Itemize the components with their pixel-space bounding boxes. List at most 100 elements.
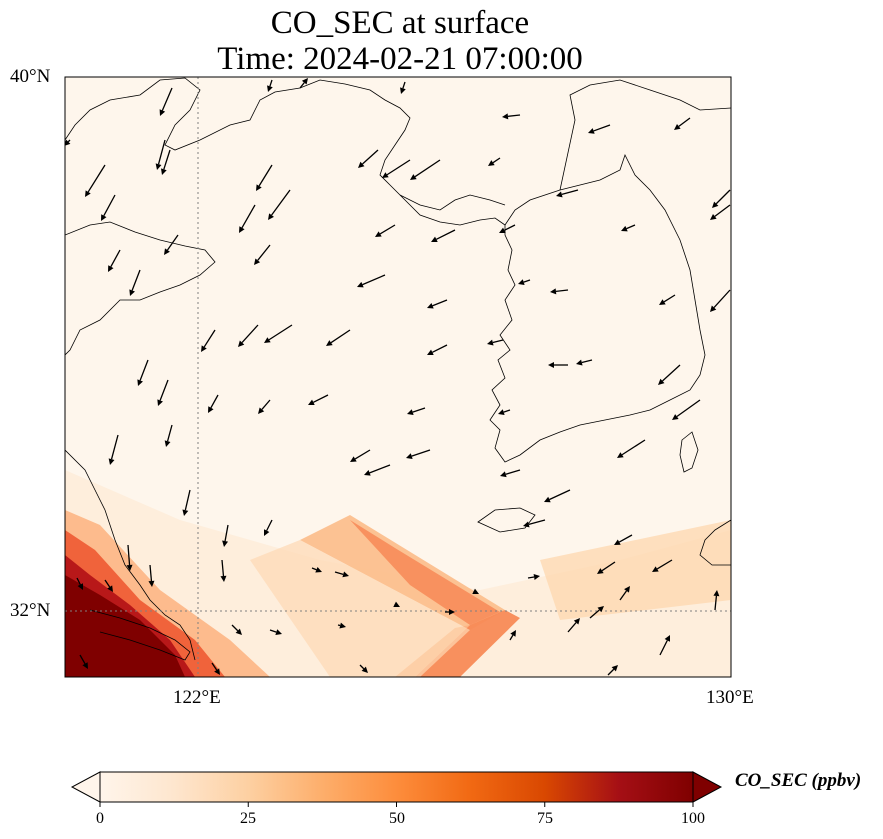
wind-arrow	[393, 601, 400, 607]
colorbar-tick-label-25: 25	[240, 810, 256, 827]
wind-arrow	[652, 559, 673, 572]
wind-arrow	[614, 534, 633, 545]
wind-arrow	[299, 78, 308, 89]
wind-arrow	[208, 394, 219, 413]
plume-east	[540, 520, 731, 620]
wind-arrow	[445, 609, 455, 615]
wind-arrow	[617, 439, 646, 458]
wind-arrow	[238, 324, 259, 347]
plume-band-lower	[415, 610, 520, 677]
wind-arrow	[220, 559, 227, 582]
coast-jiangsu	[65, 449, 196, 661]
colorbar-tick-label-100: 100	[681, 810, 705, 827]
wind-arrow	[427, 299, 448, 309]
coast-jeju	[477, 507, 536, 533]
wind-arrow	[375, 224, 396, 237]
wind-arrow	[201, 329, 216, 352]
wind-arrow	[108, 249, 121, 272]
wind-arrow	[712, 189, 731, 208]
wind-arrow	[487, 339, 504, 346]
colorbar-extend-min	[70, 771, 101, 803]
coast-shandong	[65, 221, 216, 356]
wind-arrow	[509, 630, 516, 641]
wind-arrow	[357, 274, 386, 288]
wind-arrow	[148, 564, 155, 587]
wind-arrow	[269, 629, 282, 635]
wind-arrow	[126, 544, 133, 571]
wind-arrow	[65, 139, 71, 146]
wind-arrow	[308, 394, 329, 405]
map-panel	[64, 76, 732, 678]
wind-arrow	[337, 622, 346, 629]
wind-arrow	[350, 449, 371, 462]
wind-arrow	[659, 294, 676, 305]
wind-arrow	[239, 204, 256, 233]
wind-arrow	[231, 624, 242, 635]
coastlines	[65, 77, 731, 661]
wind-arrow	[567, 618, 580, 633]
colorbar-ticks	[99, 802, 694, 807]
wind-arrow	[85, 164, 106, 197]
wind-arrow	[406, 449, 431, 459]
wind-arrow	[498, 409, 511, 415]
coast-liaoning	[399, 194, 506, 211]
wind-arrow	[518, 279, 531, 285]
wind-arrow	[359, 664, 368, 673]
gridlines	[65, 77, 731, 677]
colorbar-extend-max	[692, 771, 723, 803]
wind-arrow	[672, 399, 701, 420]
map-frame	[64, 76, 732, 678]
wind-arrow	[160, 149, 171, 175]
coast-changjiang	[89, 609, 191, 661]
wind-arrow	[108, 434, 119, 465]
wind-arrow	[619, 586, 630, 601]
coast-tsushima	[679, 431, 699, 473]
wind-arrow	[472, 588, 479, 594]
coast-japan	[699, 519, 731, 566]
map-title-line2: Time: 2024-02-21 07:00:00	[217, 41, 583, 77]
wind-arrow	[267, 79, 273, 92]
wind-arrow	[523, 519, 546, 528]
wind-arrow	[548, 362, 568, 368]
lat-label-32: 32°N	[10, 600, 51, 621]
wind-arrow	[182, 489, 191, 516]
wind-arrow	[659, 635, 670, 656]
wind-arrow	[527, 574, 540, 580]
wind-arrow	[358, 149, 379, 168]
plume-band-fade	[250, 540, 470, 677]
wind-arrow	[254, 244, 271, 265]
colorbar-tick-label-75: 75	[537, 810, 553, 827]
lon-label-130: 130°E	[706, 687, 754, 708]
wind-arrow	[157, 379, 169, 406]
wind-arrow	[713, 590, 720, 611]
wind-arrow	[556, 189, 579, 198]
wind-arrow	[222, 524, 229, 547]
wind-arrow	[407, 407, 426, 415]
wind-arrow	[576, 359, 593, 366]
wind-arrow	[589, 606, 604, 619]
wind-arrow	[607, 665, 618, 676]
wind-arrow	[364, 464, 391, 476]
wind-arrow	[155, 139, 166, 170]
wind-arrow	[710, 204, 731, 220]
wind-arrow	[502, 113, 521, 120]
coast-korea	[489, 153, 706, 463]
plume-band-core	[350, 520, 500, 625]
lat-label-40: 40°N	[10, 66, 51, 87]
wind-arrow	[597, 561, 616, 574]
wind-arrow	[334, 571, 349, 578]
wind-arrow	[544, 489, 571, 503]
colorbar-tick-label-0: 0	[96, 810, 104, 827]
wind-arrow	[311, 566, 322, 573]
plume-sw-core	[65, 575, 185, 677]
wind-arrow	[500, 469, 521, 478]
coast-korea-north	[559, 79, 731, 191]
wind-arrow	[431, 229, 456, 242]
wind-arrow	[588, 124, 611, 134]
wind-arrow	[499, 224, 516, 233]
wind-arrow	[488, 157, 501, 166]
wind-arrow	[76, 577, 83, 590]
wind-arrow	[137, 359, 149, 386]
lon-label-122: 122°E	[173, 687, 221, 708]
